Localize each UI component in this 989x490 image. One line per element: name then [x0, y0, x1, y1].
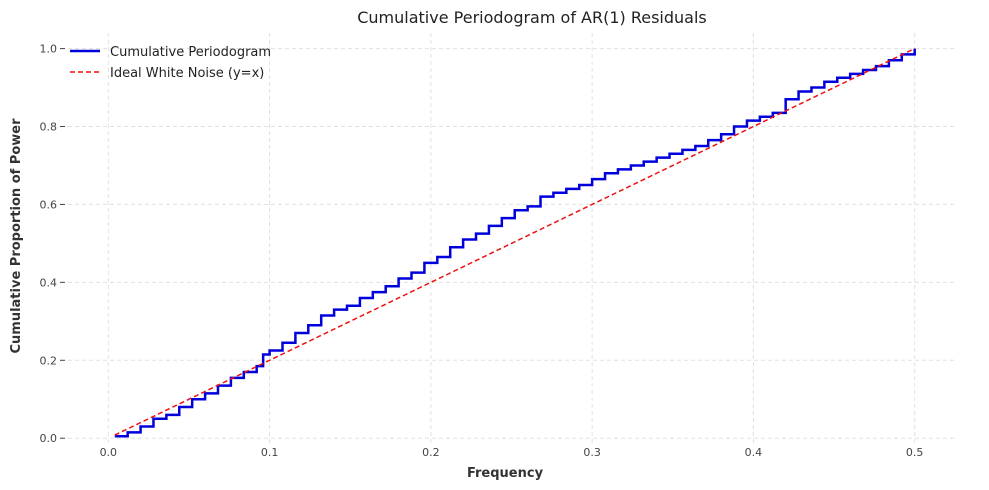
- legend: Cumulative Periodogram Ideal White Noise…: [70, 45, 271, 81]
- y-tick-label: 0.4: [40, 276, 58, 289]
- tick-layer: 0.0 0.1 0.2 0.3 0.4 0.5 0.0 0.2 0.4 0.6 0.8 1.0: [40, 43, 924, 459]
- chart-title: Cumulative Periodogram of AR(1) Residual…: [357, 8, 707, 27]
- x-tick-label: 0.0: [100, 446, 118, 459]
- y-tick-label: 0.8: [40, 121, 58, 134]
- legend-label-ideal: Ideal White Noise (y=x): [110, 66, 264, 81]
- x-tick-label: 0.4: [745, 446, 763, 459]
- x-tick-label: 0.1: [261, 446, 279, 459]
- x-tick-label: 0.5: [906, 446, 924, 459]
- grid-lines: [68, 33, 955, 446]
- y-tick-label: 0.6: [40, 198, 58, 211]
- series-layer: [114, 47, 916, 438]
- legend-label-cumulative: Cumulative Periodogram: [110, 45, 271, 60]
- x-tick-label: 0.2: [422, 446, 440, 459]
- y-tick-label: 0.0: [40, 432, 58, 445]
- x-axis-label: Frequency: [467, 466, 544, 481]
- cumulative-periodogram-line: [114, 48, 916, 438]
- y-axis-label: Cumulative Proportion of Power: [9, 118, 24, 354]
- y-tick-label: 0.2: [40, 354, 58, 367]
- ideal-white-noise-line: [114, 47, 916, 436]
- y-tick-label: 1.0: [40, 43, 58, 56]
- x-tick-label: 0.3: [583, 446, 601, 459]
